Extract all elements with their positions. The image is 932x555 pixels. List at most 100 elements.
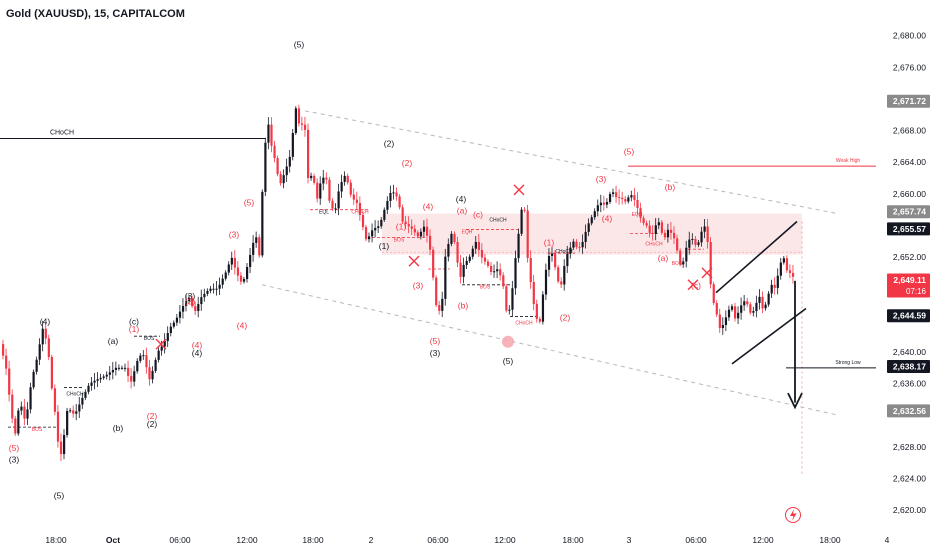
bullish-candle bbox=[779, 262, 782, 276]
price-badge: 2,657.74 bbox=[887, 205, 930, 219]
bullish-candle bbox=[230, 257, 233, 265]
bearish-candle bbox=[429, 235, 432, 250]
bearish-candle bbox=[679, 250, 682, 265]
invalidation-x-mark bbox=[701, 267, 713, 279]
wedge-top-line bbox=[715, 220, 798, 294]
wave-label: (1) bbox=[129, 324, 140, 334]
wave-label: (2) bbox=[147, 419, 158, 429]
bearish-candle bbox=[453, 233, 456, 242]
bullish-candle bbox=[142, 355, 145, 357]
structure-tag: EQL bbox=[319, 210, 329, 216]
bearish-candle bbox=[191, 298, 194, 307]
wave-label: (b) bbox=[458, 301, 469, 311]
bearish-candle bbox=[346, 175, 349, 183]
bullish-candle bbox=[688, 239, 691, 248]
wave-label: (3) bbox=[229, 229, 240, 239]
bearish-candle bbox=[459, 262, 462, 277]
bullish-candle bbox=[730, 306, 734, 310]
invalidation-x-mark bbox=[513, 184, 525, 196]
bearish-candle bbox=[395, 192, 398, 197]
bearish-candle bbox=[416, 232, 419, 237]
structure-tag: EQH bbox=[632, 212, 643, 218]
bearish-candle bbox=[300, 123, 304, 125]
wave-label: (5) bbox=[624, 146, 635, 156]
x-tick-label: 12:00 bbox=[752, 535, 774, 545]
bullish-candle bbox=[69, 410, 72, 412]
price-badge: 2,655.57 bbox=[887, 222, 930, 236]
bullish-candle bbox=[590, 217, 593, 224]
bearish-candle bbox=[355, 199, 358, 203]
bullish-candle bbox=[584, 231, 587, 242]
wave-label: (2) bbox=[560, 312, 571, 322]
bullish-candle bbox=[136, 360, 139, 372]
bearish-candle bbox=[239, 275, 243, 282]
bearish-candle bbox=[5, 355, 8, 369]
price-badge: 2,649.11 07:16 bbox=[887, 273, 930, 298]
bearish-candle bbox=[270, 124, 273, 146]
bullish-candle bbox=[139, 355, 142, 361]
x-tick-label: 06:00 bbox=[685, 535, 707, 545]
price-badge: 2,638.17 bbox=[887, 359, 930, 373]
bullish-candle bbox=[657, 222, 660, 226]
bullish-candle bbox=[32, 371, 35, 388]
wave-label: (a) bbox=[457, 206, 468, 216]
bearish-candle bbox=[297, 108, 301, 124]
bullish-candle bbox=[462, 264, 465, 277]
y-tick-label: 2,680.00 bbox=[893, 31, 926, 41]
bullish-candle bbox=[770, 284, 773, 294]
bullish-candle bbox=[63, 435, 66, 455]
x-tick-label: 18:00 bbox=[819, 535, 841, 545]
bearish-candle bbox=[480, 250, 484, 258]
channel-bottom-line bbox=[261, 284, 839, 416]
bullish-candle bbox=[26, 409, 29, 419]
bullish-candle bbox=[340, 181, 343, 192]
bullish-candle bbox=[246, 267, 249, 280]
bullish-candle bbox=[465, 260, 468, 265]
price-badge-label: 2,649.11 bbox=[893, 275, 926, 285]
bullish-candle bbox=[569, 247, 572, 254]
price-badge-bg bbox=[887, 273, 930, 298]
invalidation-x-mark bbox=[687, 279, 699, 291]
bearish-candle bbox=[425, 226, 429, 236]
bearish-candle bbox=[14, 418, 17, 434]
bearish-candle bbox=[11, 394, 14, 419]
bearish-candle bbox=[663, 232, 667, 238]
bearish-candle bbox=[483, 257, 487, 262]
bearish-candle bbox=[624, 199, 627, 202]
wave-label: (4) bbox=[237, 320, 248, 330]
bearish-candle bbox=[773, 284, 776, 288]
x-tick-label: 4 bbox=[885, 535, 890, 545]
bullish-candle bbox=[566, 253, 569, 267]
bearish-candle bbox=[694, 238, 697, 245]
bearish-candle bbox=[59, 441, 63, 455]
price-badge-bg bbox=[887, 404, 930, 418]
bearish-candle bbox=[639, 208, 642, 219]
bullish-candle bbox=[181, 306, 185, 312]
y-tick-label: 2,668.00 bbox=[893, 126, 926, 136]
bearish-candle bbox=[636, 199, 639, 209]
bearish-candle bbox=[279, 174, 282, 184]
wave-label: (c) bbox=[691, 281, 701, 291]
bullish-candle bbox=[105, 374, 108, 377]
bullish-candle bbox=[721, 325, 724, 329]
bearish-candle bbox=[633, 195, 636, 200]
bullish-candle bbox=[630, 195, 633, 198]
bearish-candle bbox=[499, 269, 502, 276]
bullish-candle bbox=[75, 411, 78, 414]
structure-tag: CHoCH bbox=[489, 218, 507, 224]
bullish-candle bbox=[544, 269, 548, 295]
alert-icon[interactable] bbox=[785, 507, 801, 523]
bullish-candle bbox=[288, 156, 291, 167]
bullish-candle bbox=[337, 191, 340, 209]
wave-label: (5) bbox=[54, 490, 65, 500]
bullish-candle bbox=[541, 294, 545, 322]
structure-tag: BOS bbox=[32, 427, 43, 433]
wave-label: (a) bbox=[108, 336, 119, 346]
bullish-candle bbox=[380, 219, 383, 227]
bearish-candle bbox=[538, 318, 541, 322]
bullish-candle bbox=[511, 288, 514, 310]
wave-label: (2) bbox=[147, 411, 158, 421]
bearish-candle bbox=[456, 241, 459, 263]
bearish-candle bbox=[486, 261, 490, 266]
